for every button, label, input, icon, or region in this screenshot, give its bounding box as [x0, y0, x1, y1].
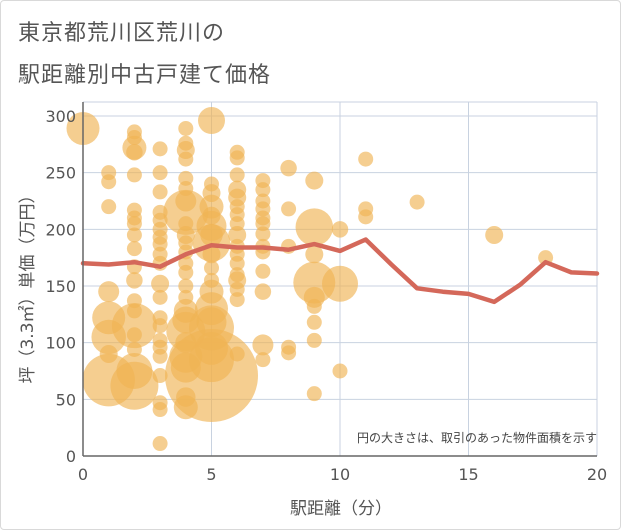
bubble-point [178, 151, 194, 167]
bubble-point [152, 318, 168, 334]
bubble-point [252, 334, 274, 356]
bubble-point [101, 174, 117, 190]
y-axis-title: 坪（3.3㎡）単価（万円） [18, 186, 38, 383]
grid-lines [83, 101, 598, 456]
bubble-point [178, 264, 194, 280]
bubble-point [281, 201, 297, 217]
bubble-point [152, 184, 168, 200]
bubble-point [306, 332, 322, 348]
bubble-point [204, 260, 219, 276]
bubble-point [178, 278, 194, 294]
x-tick-label: 20 [587, 465, 607, 484]
bubble-point [152, 436, 168, 452]
bubble-point [228, 226, 247, 244]
bubble-point [295, 208, 334, 246]
x-tick-label: 0 [78, 465, 88, 484]
bubble-point [229, 150, 245, 166]
bubble-point [358, 151, 374, 167]
y-tick-label: 50 [56, 390, 76, 409]
bubble-layer [66, 107, 554, 452]
bubble-point [254, 283, 272, 300]
bubble-point [192, 224, 231, 262]
bubble-point [306, 314, 322, 330]
chart-title-line-1: 東京都荒川区荒川の [18, 21, 226, 46]
bubble-point [110, 361, 159, 410]
x-tick-label: 10 [330, 465, 350, 484]
bubble-point [152, 141, 168, 157]
bubble-point [198, 107, 225, 135]
bubble-point [332, 363, 348, 379]
y-tick-label: 150 [45, 277, 76, 296]
bubble-point [280, 159, 297, 177]
bubble-point [152, 368, 168, 384]
x-tick-label: 5 [206, 465, 216, 484]
bubble-point [322, 265, 358, 302]
bubble-point [98, 281, 120, 303]
y-tick-label: 200 [45, 220, 76, 239]
bubble-point [306, 298, 322, 314]
bubble-point [126, 272, 143, 289]
x-tick-label: 15 [458, 465, 478, 484]
bubble-point [485, 226, 504, 244]
bubble-point [126, 167, 142, 183]
bubble-point [178, 120, 194, 136]
bubble-point [229, 292, 245, 308]
size-annotation: 円の大きさは、取引のあった物件面積を示す [357, 430, 597, 445]
bubble-point [229, 346, 245, 362]
bubble-point [111, 303, 157, 349]
bubble-point [126, 227, 142, 243]
bubble-point [409, 194, 425, 210]
y-tick-label: 100 [45, 334, 76, 353]
x-axis-title: 駅距離（分） [290, 499, 392, 519]
bubble-point [358, 209, 374, 225]
chart-title-line-2: 駅距離別中古戸建て価格 [18, 63, 272, 88]
trend-line-layer [80, 237, 600, 305]
bubble-point [151, 274, 170, 293]
bubble-point [126, 216, 142, 232]
bubble-point [229, 167, 245, 183]
bubble-point [305, 171, 324, 190]
bubble-point [152, 348, 168, 364]
bubble-point [202, 245, 221, 264]
y-tick-label: 250 [45, 164, 76, 183]
bubble-point [306, 386, 322, 402]
bubble-point [165, 329, 258, 423]
bubble-point [152, 165, 168, 181]
bubble-point [255, 182, 271, 198]
bubble-point [126, 144, 143, 161]
bubble-point [281, 345, 297, 361]
y-tick-label: 300 [45, 107, 76, 126]
bubble-point [255, 226, 271, 242]
tick-labels: 0 50 100 150 200 250 300 0 5 10 15 20 [45, 107, 607, 484]
axes [82, 102, 597, 457]
bubble-point [255, 352, 271, 368]
bubble-point [152, 289, 168, 305]
bubble-point [305, 245, 324, 264]
bubble-point [101, 199, 117, 215]
bubble-point [229, 255, 245, 271]
bubble-point [255, 263, 271, 279]
bubble-point [126, 241, 142, 257]
y-tick-label: 0 [66, 447, 76, 466]
average-price-line [80, 237, 600, 305]
bubble-point [331, 221, 349, 238]
bubble-point [152, 402, 168, 418]
bubble-point [126, 341, 142, 357]
bubble-point [126, 327, 142, 343]
